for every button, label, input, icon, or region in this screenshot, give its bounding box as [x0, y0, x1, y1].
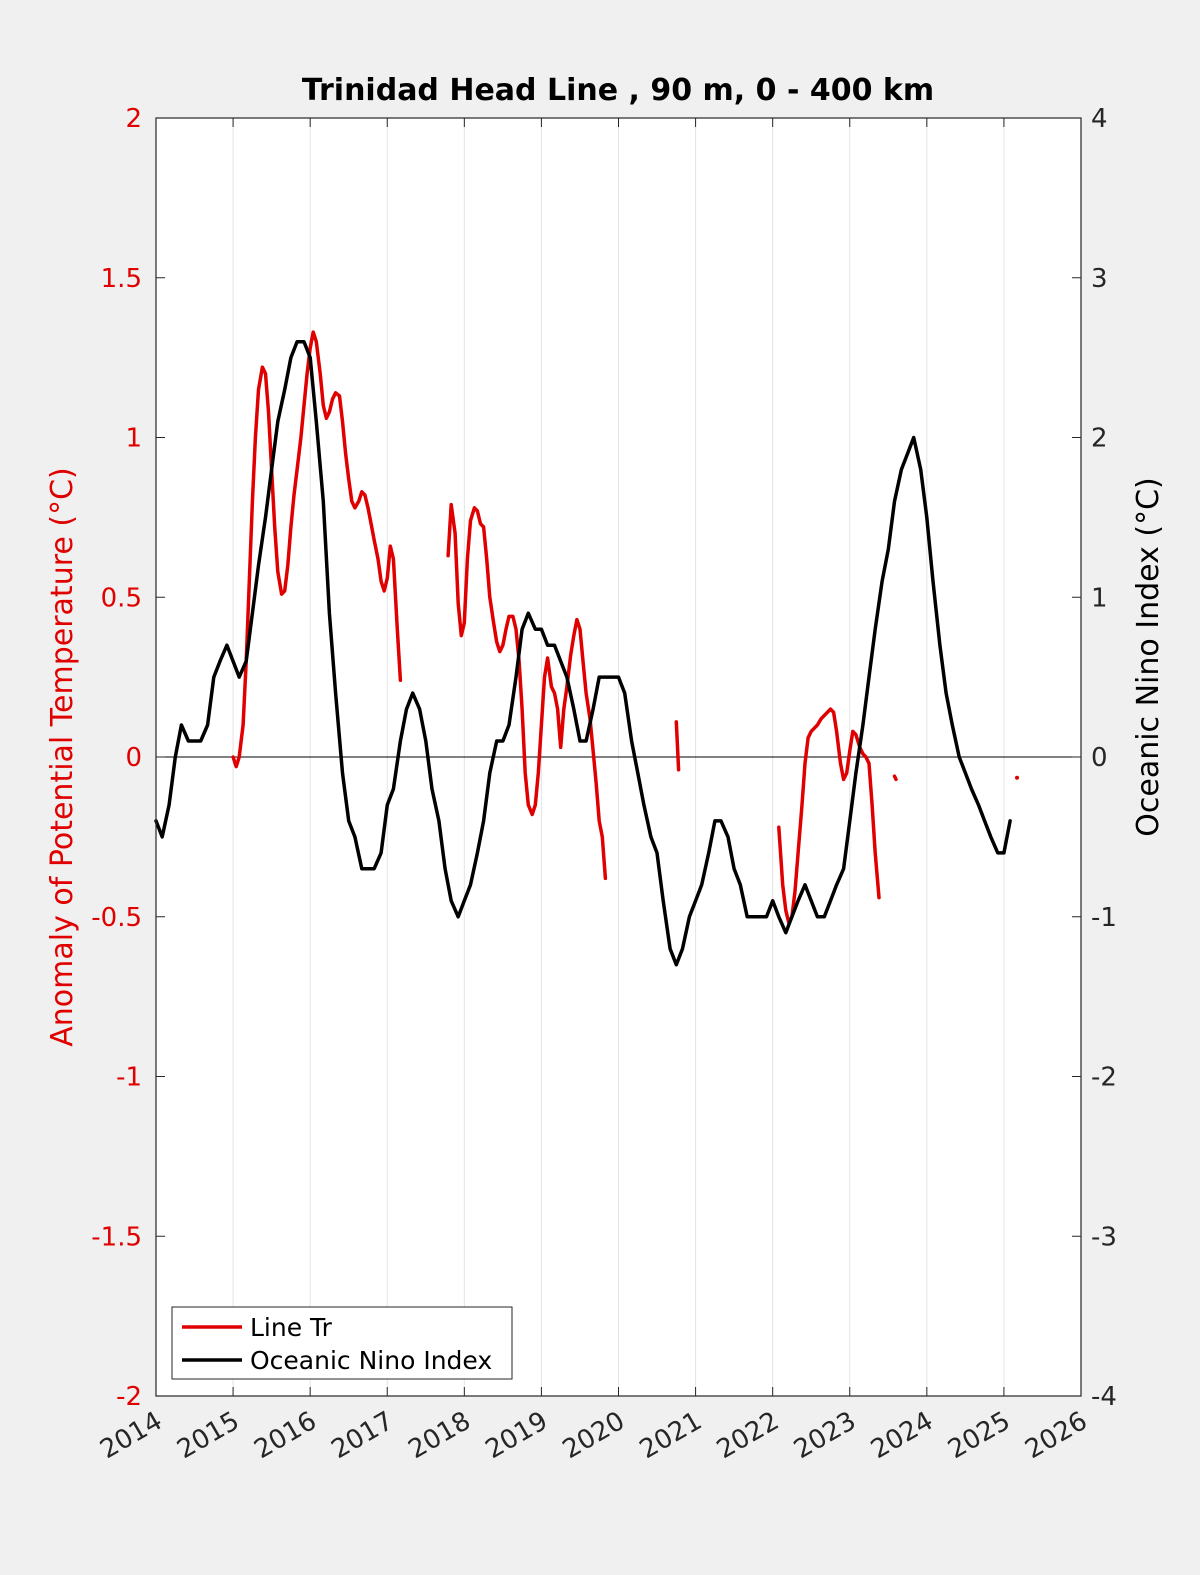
legend: Line Tr Oceanic Nino Index — [171, 1306, 513, 1380]
y-axis-label-left: Anomaly of Potential Temperature (°C) — [45, 467, 80, 1046]
series-line-segment — [892, 774, 898, 782]
legend-label: Line Tr — [250, 1313, 333, 1342]
series-line-segment — [777, 707, 881, 925]
series-line-segment — [446, 502, 608, 881]
y-tick-label-right: 4 — [1091, 104, 1108, 134]
legend-box — [171, 1306, 513, 1380]
y-tick-label-right: -1 — [1091, 903, 1117, 933]
y-tick-label-left: -2 — [116, 1382, 142, 1412]
y-tick-label-right: -4 — [1091, 1382, 1117, 1412]
y-tick-label-left: 1 — [125, 424, 142, 454]
y-tick-label-left: 1.5 — [101, 264, 142, 294]
y-tick-label-left: 0.5 — [101, 583, 142, 613]
series-line-segment — [154, 339, 1012, 967]
y-tick-label-right: 2 — [1091, 424, 1108, 454]
series-line-segment — [231, 330, 403, 769]
legend-label: Oceanic Nino Index — [250, 1346, 492, 1375]
series-line-tr — [231, 330, 898, 925]
chart-title: Trinidad Head Line , 90 m, 0 - 400 km — [302, 73, 934, 108]
axis-ticks — [155, 117, 1082, 1397]
y-tick-label-right: 3 — [1091, 264, 1108, 294]
y-tick-label-right: -3 — [1091, 1222, 1117, 1252]
y-tick-label-left: -1.5 — [91, 1222, 142, 1252]
y-tick-labels-right: -4 -3 -2 -1 0 1 2 3 4 — [1091, 104, 1117, 1412]
y-tick-label-left: -1 — [116, 1063, 142, 1093]
y-tick-label-left: 0 — [125, 743, 142, 773]
y-axis-label-right: Oceanic Nino Index (°C) — [1131, 477, 1166, 837]
series-point — [1015, 775, 1020, 780]
series-oni — [154, 339, 1012, 967]
series-layer — [154, 330, 1020, 967]
y-tick-label-left: 2 — [125, 104, 142, 134]
y-tick-label-left: -0.5 — [91, 903, 142, 933]
y-tick-label-right: 1 — [1091, 583, 1108, 613]
y-tick-labels-left: -2 -1.5 -1 -0.5 0 0.5 1 1.5 2 — [91, 104, 142, 1412]
series-line-segment — [674, 720, 681, 772]
y-tick-label-right: 0 — [1091, 743, 1108, 773]
y-tick-label-right: -2 — [1091, 1063, 1117, 1093]
